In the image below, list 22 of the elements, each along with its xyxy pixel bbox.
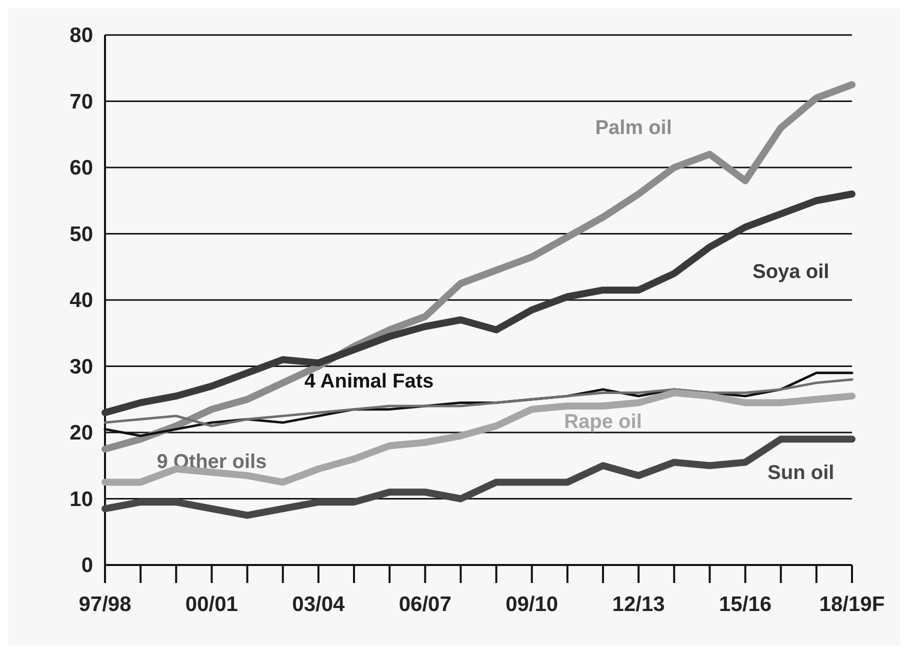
series-label: Sun oil bbox=[768, 462, 834, 484]
x-tick-label: 18/19F bbox=[819, 593, 885, 616]
y-tick-label: 20 bbox=[70, 422, 93, 444]
x-tick-label: 03/04 bbox=[292, 593, 346, 616]
x-tick-label: 97/98 bbox=[78, 593, 132, 616]
x-tick-label: 09/10 bbox=[506, 593, 558, 616]
y-tick-label: 10 bbox=[70, 488, 93, 511]
series-label: Palm oil bbox=[595, 117, 672, 139]
x-tick-label: 06/07 bbox=[398, 593, 452, 616]
series-label: 4 Animal Fats bbox=[304, 370, 434, 392]
y-tick-label: 0 bbox=[81, 554, 93, 577]
x-tick-label: 15/16 bbox=[719, 593, 772, 616]
y-tick-label: 80 bbox=[70, 24, 93, 47]
y-tick-label: 50 bbox=[70, 222, 93, 246]
y-tick-label: 30 bbox=[70, 355, 93, 378]
series-label: Rape oil bbox=[564, 411, 642, 433]
x-tick-label: 12/13 bbox=[612, 593, 665, 616]
x-tick-label: 00/01 bbox=[185, 593, 238, 616]
y-tick-label: 40 bbox=[70, 289, 93, 312]
y-tick-label: 70 bbox=[70, 90, 93, 114]
y-tick-label: 60 bbox=[70, 156, 93, 180]
series-label: Soya oil bbox=[752, 260, 830, 283]
